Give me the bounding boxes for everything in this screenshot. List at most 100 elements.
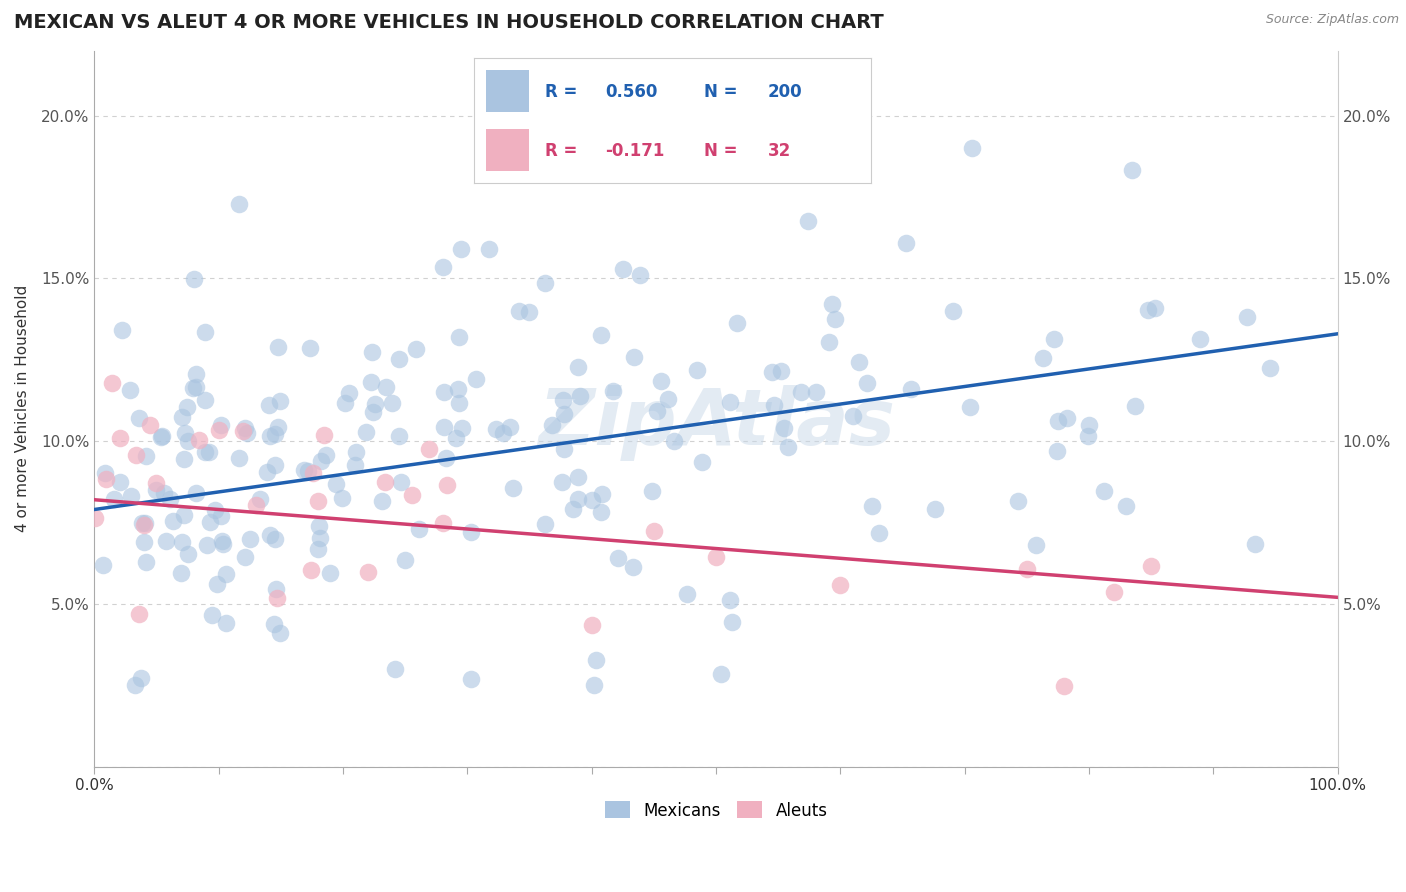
Point bbox=[187, 433, 209, 447]
Point bbox=[436, 478, 458, 492]
Point bbox=[381, 396, 404, 410]
Point bbox=[589, 328, 612, 343]
Point bbox=[449, 330, 471, 344]
Point bbox=[900, 382, 922, 396]
Point bbox=[212, 537, 235, 551]
Point bbox=[150, 429, 173, 443]
Point bbox=[444, 431, 467, 445]
Point bbox=[198, 515, 221, 529]
Point bbox=[433, 385, 456, 400]
Point bbox=[162, 514, 184, 528]
Point bbox=[361, 404, 384, 418]
Point bbox=[181, 381, 204, 395]
Point bbox=[628, 268, 651, 282]
Point bbox=[1077, 429, 1099, 443]
Point bbox=[553, 407, 575, 421]
Point bbox=[848, 355, 870, 369]
Point bbox=[394, 553, 416, 567]
Text: MEXICAN VS ALEUT 4 OR MORE VEHICLES IN HOUSEHOLD CORRELATION CHART: MEXICAN VS ALEUT 4 OR MORE VEHICLES IN H… bbox=[14, 13, 884, 32]
Point bbox=[818, 335, 841, 350]
Point bbox=[83, 511, 105, 525]
Point bbox=[1189, 332, 1212, 346]
Legend: Mexicans, Aleuts: Mexicans, Aleuts bbox=[598, 795, 834, 826]
Point bbox=[100, 376, 122, 390]
Point bbox=[499, 420, 522, 434]
Point bbox=[269, 626, 291, 640]
Point bbox=[170, 566, 193, 581]
Point bbox=[1121, 163, 1143, 178]
Point bbox=[370, 493, 392, 508]
Point bbox=[551, 475, 574, 490]
Point bbox=[266, 591, 288, 605]
Text: ZipAtlas: ZipAtlas bbox=[537, 385, 894, 461]
Point bbox=[124, 448, 146, 462]
Point bbox=[267, 419, 290, 434]
Point bbox=[215, 615, 238, 630]
Point bbox=[432, 516, 454, 531]
Point bbox=[959, 400, 981, 414]
Point bbox=[924, 501, 946, 516]
Point bbox=[1094, 483, 1116, 498]
Point bbox=[297, 463, 319, 477]
Point bbox=[201, 608, 224, 623]
Point bbox=[129, 671, 152, 685]
Point bbox=[1015, 562, 1038, 576]
Point bbox=[236, 425, 259, 440]
Point bbox=[1236, 310, 1258, 325]
Point bbox=[1244, 537, 1267, 551]
Text: Source: ZipAtlas.com: Source: ZipAtlas.com bbox=[1265, 13, 1399, 27]
Point bbox=[208, 423, 231, 437]
Point bbox=[665, 153, 688, 168]
Point bbox=[1046, 443, 1069, 458]
Point bbox=[789, 384, 811, 399]
Point bbox=[292, 463, 315, 477]
Point bbox=[264, 427, 287, 442]
Point bbox=[299, 341, 322, 355]
Point bbox=[91, 558, 114, 572]
Point bbox=[299, 563, 322, 577]
Point bbox=[333, 396, 356, 410]
Point bbox=[384, 662, 406, 676]
Point bbox=[239, 532, 262, 546]
Point bbox=[432, 260, 454, 274]
Point bbox=[508, 303, 530, 318]
Point bbox=[447, 396, 470, 410]
Point bbox=[389, 475, 412, 489]
Point bbox=[259, 429, 281, 443]
Point bbox=[233, 421, 256, 435]
Point bbox=[623, 350, 645, 364]
Point bbox=[492, 426, 515, 441]
Point bbox=[387, 428, 409, 442]
Point bbox=[776, 440, 799, 454]
Point bbox=[685, 362, 707, 376]
Point bbox=[108, 475, 131, 490]
Point bbox=[408, 522, 430, 536]
Point bbox=[761, 365, 783, 379]
Point bbox=[194, 393, 217, 408]
Point bbox=[1042, 333, 1064, 347]
Point bbox=[184, 486, 207, 500]
Point bbox=[451, 420, 474, 434]
Point bbox=[319, 566, 342, 581]
Point bbox=[450, 242, 472, 256]
Point bbox=[860, 499, 883, 513]
Point bbox=[718, 592, 741, 607]
Point bbox=[172, 535, 194, 549]
Point bbox=[460, 524, 482, 539]
Point bbox=[263, 616, 285, 631]
Point bbox=[211, 534, 233, 549]
Point bbox=[1258, 360, 1281, 375]
Point bbox=[159, 491, 181, 506]
Point bbox=[643, 524, 665, 539]
Point bbox=[264, 533, 287, 547]
Point bbox=[354, 425, 377, 440]
Point bbox=[194, 445, 217, 459]
Point bbox=[1143, 301, 1166, 316]
Point bbox=[720, 615, 742, 629]
Point bbox=[186, 367, 208, 381]
Point bbox=[344, 458, 367, 473]
Point bbox=[257, 398, 280, 412]
Point bbox=[690, 455, 713, 469]
Point bbox=[856, 376, 879, 391]
Point bbox=[139, 418, 162, 433]
